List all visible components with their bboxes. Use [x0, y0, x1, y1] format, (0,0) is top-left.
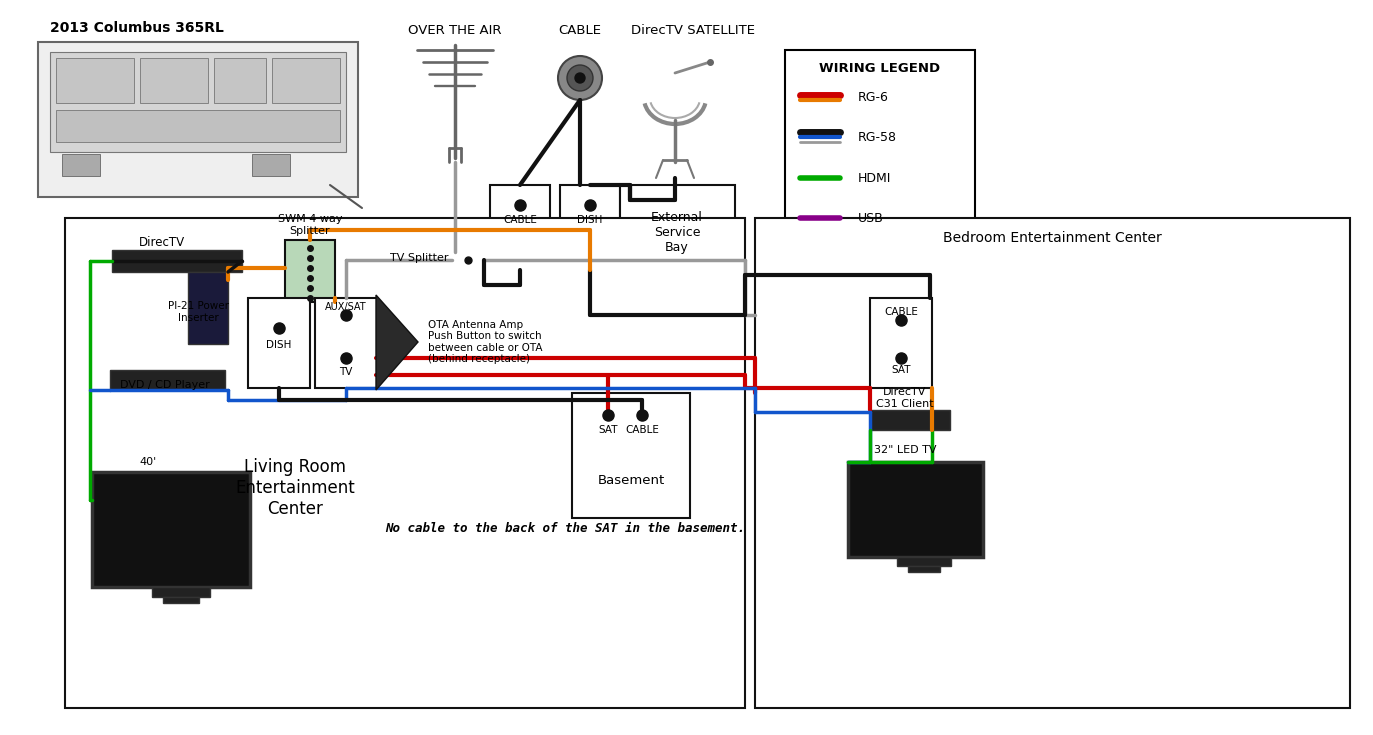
Text: CABLE: CABLE: [625, 425, 659, 435]
Text: RG-58: RG-58: [858, 131, 897, 143]
Text: 32" LED TV: 32" LED TV: [873, 445, 936, 455]
Bar: [897, 557, 951, 566]
Text: SAT: SAT: [599, 425, 618, 435]
Text: WIRING LEGEND: WIRING LEGEND: [820, 62, 941, 74]
Text: DirecTV: DirecTV: [139, 235, 185, 248]
Bar: [163, 597, 199, 603]
Bar: [573, 393, 691, 518]
Bar: [253, 154, 290, 176]
Bar: [272, 58, 341, 103]
Text: OTA Antenna Amp
Push Button to switch
between cable or OTA
(behind receptacle): OTA Antenna Amp Push Button to switch be…: [428, 320, 542, 365]
Text: Living Room
Entertainment
Center: Living Room Entertainment Center: [235, 458, 354, 517]
Text: DirecTV SATELLITE: DirecTV SATELLITE: [632, 24, 755, 37]
Bar: [785, 50, 975, 270]
Text: 40': 40': [140, 457, 157, 467]
Bar: [56, 58, 135, 103]
Bar: [870, 298, 932, 388]
Bar: [113, 250, 242, 272]
Circle shape: [557, 56, 601, 100]
Bar: [249, 298, 310, 388]
Text: DirecTV
C31 Client: DirecTV C31 Client: [876, 387, 934, 409]
Text: CABLE: CABLE: [884, 307, 919, 317]
Bar: [755, 218, 1350, 708]
Bar: [621, 185, 735, 280]
Polygon shape: [376, 295, 417, 390]
Bar: [140, 58, 207, 103]
Bar: [908, 566, 941, 572]
Bar: [110, 370, 225, 390]
Circle shape: [575, 73, 585, 83]
Bar: [490, 185, 551, 270]
Text: TV: TV: [339, 367, 353, 377]
Text: SWM 4 way
Splitter: SWM 4 way Splitter: [277, 214, 342, 236]
Text: External
Service
Bay: External Service Bay: [651, 210, 703, 254]
Text: AUX/SAT: AUX/SAT: [325, 302, 367, 312]
Text: 2013 Columbus 365RL: 2013 Columbus 365RL: [49, 21, 224, 35]
Bar: [65, 218, 746, 708]
Text: No cable to the back of the SAT in the basement.: No cable to the back of the SAT in the b…: [384, 522, 746, 534]
Text: CABLE: CABLE: [559, 24, 601, 37]
Text: OVER THE AIR: OVER THE AIR: [408, 24, 501, 37]
Circle shape: [567, 65, 593, 91]
Bar: [92, 472, 250, 587]
Text: DISH: DISH: [266, 340, 291, 350]
Text: PI-21 Power
Inserter: PI-21 Power Inserter: [168, 301, 228, 323]
Bar: [452, 252, 485, 268]
Text: USB: USB: [858, 212, 884, 224]
Bar: [49, 52, 346, 152]
Bar: [188, 272, 228, 344]
Text: DISH: DISH: [577, 215, 603, 225]
Bar: [214, 58, 266, 103]
Bar: [286, 240, 335, 302]
Text: Basement: Basement: [597, 473, 665, 487]
Text: Bedroom Entertainment Center: Bedroom Entertainment Center: [943, 231, 1162, 245]
Bar: [56, 110, 341, 142]
Text: TV Splitter: TV Splitter: [390, 253, 448, 263]
Text: DVD / CD Player: DVD / CD Player: [119, 380, 210, 390]
Bar: [870, 410, 950, 430]
Text: HDMI: HDMI: [858, 171, 891, 184]
Bar: [560, 185, 621, 270]
Bar: [38, 42, 358, 197]
Bar: [314, 298, 378, 388]
Text: CABLE: CABLE: [503, 215, 537, 225]
Text: RG-6: RG-6: [858, 90, 888, 104]
Bar: [152, 587, 210, 597]
Text: SAT: SAT: [891, 365, 910, 375]
Bar: [849, 462, 983, 557]
Bar: [62, 154, 100, 176]
